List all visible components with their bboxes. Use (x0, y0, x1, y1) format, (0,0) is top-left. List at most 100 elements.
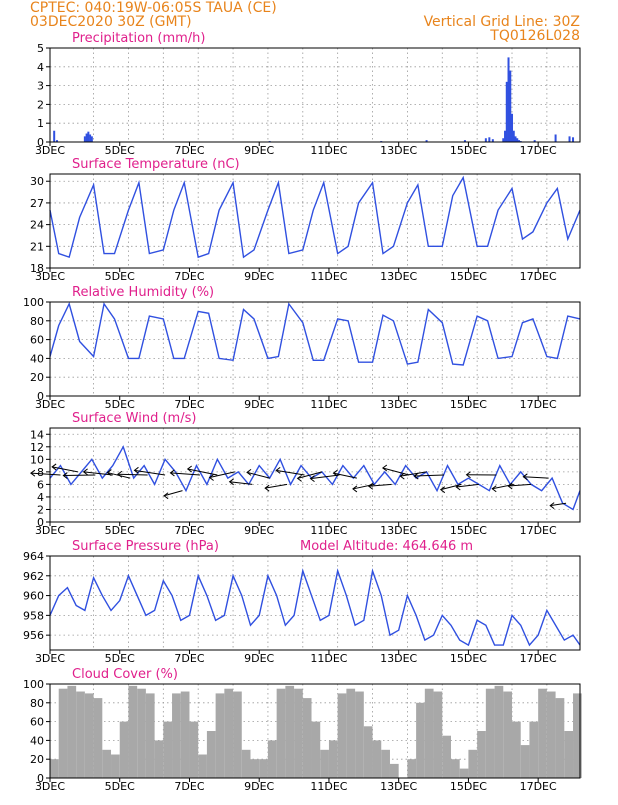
wind-arrow (523, 477, 548, 478)
y-tick-label: 60 (30, 716, 44, 729)
cloud-bar (277, 689, 286, 778)
cloud-bar (76, 692, 85, 778)
cloud-bar (294, 689, 303, 778)
wind-arrow-head (164, 493, 168, 499)
precip-bar (513, 131, 515, 142)
precip-bar (569, 136, 571, 142)
series-line (50, 571, 580, 645)
cloud-bar (268, 740, 277, 778)
x-tick-label: 13DEC (380, 270, 417, 283)
x-tick-label: 3DEC (35, 398, 65, 411)
precip-bar (506, 82, 508, 142)
cloud-bar (407, 759, 416, 778)
cloud-bar (529, 722, 538, 778)
cloud-bar (250, 759, 259, 778)
y-tick-label: 100 (23, 296, 44, 309)
wind-arrow (170, 473, 200, 475)
x-tick-label: 9DEC (244, 780, 274, 793)
cloud-bar (495, 686, 504, 778)
x-tick-label: 5DEC (105, 144, 135, 157)
panel-title: Cloud Cover (%) (72, 667, 178, 682)
x-tick-label: 5DEC (105, 270, 135, 283)
x-tick-label: 7DEC (174, 780, 204, 793)
panel-title: Surface Pressure (hPa) (72, 539, 219, 554)
panel-frame (50, 556, 580, 650)
cloud-bar (521, 745, 530, 778)
x-tick-label: 17DEC (520, 780, 557, 793)
x-tick-label: 3DEC (35, 270, 65, 283)
wind-arrow (31, 473, 61, 475)
y-tick-label: 20 (30, 753, 44, 766)
x-tick-label: 17DEC (520, 524, 557, 537)
cloud-bar (503, 692, 512, 778)
cloud-bar (224, 689, 233, 778)
panel-title: Surface Wind (m/s) (72, 411, 196, 426)
x-tick-label: 5DEC (105, 780, 135, 793)
cloud-bar (346, 689, 355, 778)
y-tick-label: 100 (23, 678, 44, 691)
y-tick-label: 80 (30, 315, 44, 328)
x-tick-label: 7DEC (174, 270, 204, 283)
cloud-bar (547, 692, 556, 778)
cloud-bar (564, 731, 573, 778)
y-tick-label: 6 (37, 478, 44, 491)
cloud-bar (285, 686, 294, 778)
x-tick-label: 11DEC (310, 270, 347, 283)
precip-bar (509, 71, 511, 142)
x-tick-label: 13DEC (380, 652, 417, 665)
y-tick-label: 962 (23, 570, 44, 583)
y-tick-label: 964 (23, 550, 44, 563)
x-tick-label: 11DEC (310, 398, 347, 411)
cloud-bar (364, 726, 373, 778)
precip-bar (84, 136, 86, 142)
panel-frame (50, 174, 580, 268)
cloud-bar (338, 693, 347, 778)
precip-bar (516, 138, 518, 142)
cloud-bar (355, 692, 364, 778)
series-line (50, 304, 580, 365)
cloud-bar (85, 693, 94, 778)
x-tick-label: 11DEC (310, 144, 347, 157)
precip-bar (555, 134, 557, 142)
cloud-bar (486, 689, 495, 778)
y-tick-label: 2 (37, 503, 44, 516)
cloud-bar (94, 698, 103, 778)
cloud-bar (538, 689, 547, 778)
x-tick-label: 9DEC (244, 524, 274, 537)
x-tick-label: 17DEC (520, 652, 557, 665)
cloud-bar (451, 759, 460, 778)
cloud-bar (390, 764, 399, 778)
y-tick-label: 12 (30, 441, 44, 454)
cloud-bar (102, 750, 111, 778)
y-tick-label: 5 (37, 42, 44, 55)
x-tick-label: 13DEC (380, 780, 417, 793)
panel-frame (50, 48, 580, 142)
cloud-bar (320, 750, 329, 778)
y-tick-label: 80 (30, 697, 44, 710)
x-tick-label: 11DEC (310, 652, 347, 665)
cloud-bar (460, 769, 469, 778)
cloud-bar (233, 692, 242, 778)
x-tick-label: 3DEC (35, 144, 65, 157)
x-tick-label: 7DEC (174, 144, 204, 157)
x-tick-label: 15DEC (450, 144, 487, 157)
x-tick-label: 15DEC (450, 780, 487, 793)
precip-bar (91, 136, 93, 142)
x-tick-label: 17DEC (520, 270, 557, 283)
cloud-bar (381, 750, 390, 778)
wind-arrow (118, 474, 148, 475)
y-tick-label: 21 (30, 240, 44, 253)
panel-frame (50, 302, 580, 396)
y-tick-label: 8 (37, 466, 44, 479)
cloud-bar (442, 736, 451, 778)
x-tick-label: 3DEC (35, 780, 65, 793)
cloud-bar (416, 703, 425, 778)
x-tick-label: 9DEC (244, 652, 274, 665)
x-tick-label: 5DEC (105, 398, 135, 411)
